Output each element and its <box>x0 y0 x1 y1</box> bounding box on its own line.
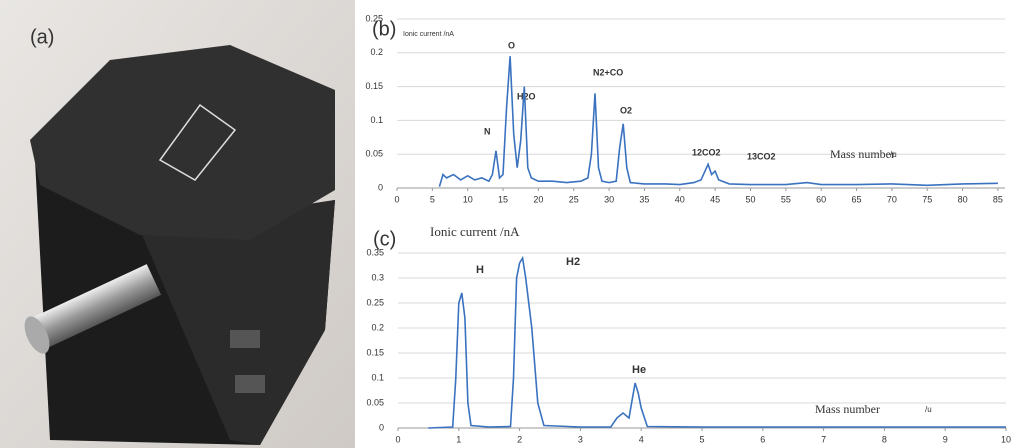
y-tick-label: 0 <box>379 422 384 432</box>
peak-label: H2 <box>566 256 580 268</box>
x-tick-label: 6 <box>760 434 765 444</box>
y-tick-label: 0.05 <box>365 149 383 159</box>
x-tick-label: 3 <box>578 434 583 444</box>
x-tick-label: 70 <box>887 194 897 204</box>
chart: 0 0.05 0.1 0.15 0.2 0.25 0 5 10 15 20 25 30 35 40 45 50 5… <box>365 13 1005 204</box>
peak-label: O <box>508 40 515 50</box>
x-tick-label: 0 <box>394 194 399 204</box>
x-tick-label: 5 <box>430 194 435 204</box>
y-tick-label: 0.15 <box>366 347 384 357</box>
panel-label: (a) <box>30 26 54 48</box>
spectrum-line <box>438 56 998 187</box>
x-tick-label: 20 <box>533 194 543 204</box>
x-tick-label: 10 <box>463 194 473 204</box>
peak-label: H <box>476 264 484 276</box>
peak-label: 12CO2 <box>692 147 721 157</box>
y-tick-label: 0.2 <box>371 322 384 332</box>
peak-label: N <box>484 126 491 136</box>
y-tick-label: 0.3 <box>371 272 384 282</box>
x-tick-label: 5 <box>699 434 704 444</box>
x-tick-label: 10 <box>1001 434 1011 444</box>
spectrum-line <box>428 255 1006 429</box>
x-tick-label: 60 <box>816 194 826 204</box>
y-tick-label: 0.25 <box>366 297 384 307</box>
panel-label: (b) <box>372 18 396 40</box>
y-tick-label: 0.05 <box>366 397 384 407</box>
x-tick-label: 80 <box>958 194 968 204</box>
peak-label: He <box>632 364 646 376</box>
x-axis-label: Mass number <box>815 402 880 416</box>
y-axis-label: Ionic current /nA <box>430 224 520 239</box>
x-unit: /u <box>890 150 897 159</box>
x-tick-label: 45 <box>710 194 720 204</box>
x-tick-label: 75 <box>922 194 932 204</box>
y-tick-label: 0.1 <box>370 115 383 125</box>
x-tick-label: 7 <box>821 434 826 444</box>
x-tick-label: 25 <box>569 194 579 204</box>
x-tick-label: 8 <box>882 434 887 444</box>
panel-label: (c) <box>373 228 396 250</box>
x-tick-label: 30 <box>604 194 614 204</box>
peak-label: H2O <box>517 91 536 101</box>
peak-label: 13CO2 <box>747 151 776 161</box>
y-tick-label: 0.15 <box>365 81 383 91</box>
x-tick-label: 0 <box>395 434 400 444</box>
y-tick-label: 0.35 <box>366 247 384 257</box>
peak-label: O2 <box>620 105 632 115</box>
y-tick-label: 0 <box>378 182 383 192</box>
y-tick-label: 0.2 <box>370 47 383 57</box>
x-tick-label: 9 <box>943 434 948 444</box>
x-tick-label: 35 <box>639 194 649 204</box>
x-tick-label: 85 <box>993 194 1003 204</box>
x-tick-label: 2 <box>517 434 522 444</box>
x-tick-label: 40 <box>675 194 685 204</box>
x-tick-label: 1 <box>456 434 461 444</box>
x-axis-label: Mass number <box>830 147 895 161</box>
x-tick-label: 50 <box>745 194 755 204</box>
photo: (a) <box>0 0 355 448</box>
peak-label: N2+CO <box>593 67 623 77</box>
x-tick-label: 15 <box>498 194 508 204</box>
x-tick-label: 65 <box>852 194 862 204</box>
y-tick-label: 0.1 <box>371 372 384 382</box>
chart: 0 0.05 0.1 0.15 0.2 0.25 0.3 0.35 0 1 2 3 4 5 6 7 8 9 10 (c… <box>366 224 1011 444</box>
x-tick-label: 4 <box>639 434 644 444</box>
x-unit: /u <box>925 405 932 414</box>
x-tick-label: 55 <box>781 194 791 204</box>
y-axis-label: Ionic current /nA <box>403 31 454 38</box>
y-tick-label: 0.25 <box>365 13 383 23</box>
